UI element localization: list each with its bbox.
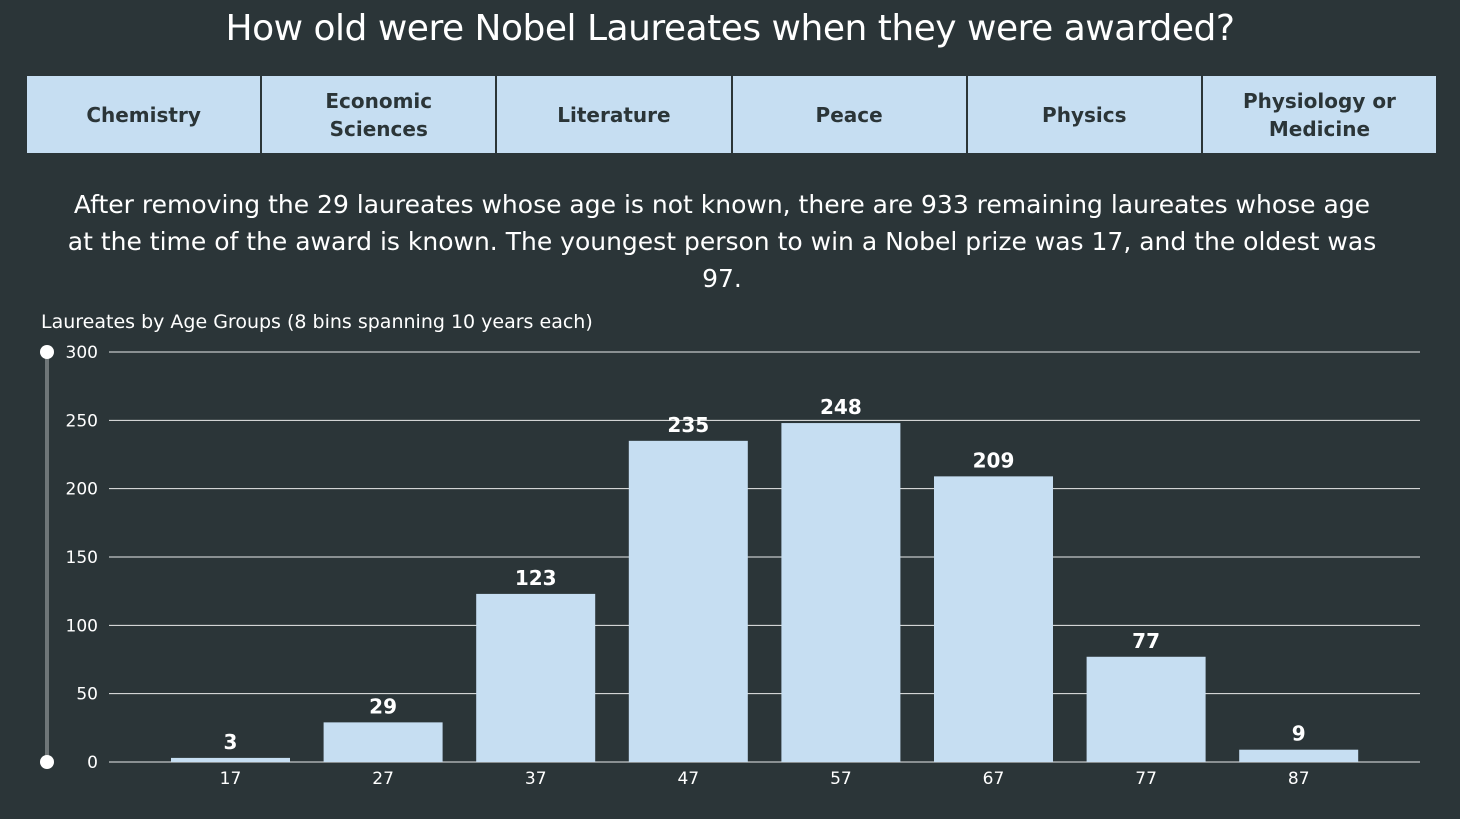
chart-title: Laureates by Age Groups (8 bins spanning… — [41, 311, 593, 333]
x-tick-label: 27 — [372, 769, 394, 789]
description-text: After removing the 29 laureates whose ag… — [67, 190, 1377, 293]
bar — [1239, 749, 1359, 762]
x-tick-label: 87 — [1288, 769, 1310, 789]
bar — [171, 757, 290, 762]
y-range-slider-top-handle[interactable] — [40, 345, 54, 359]
y-tick-label: 0 — [87, 753, 98, 773]
y-tick-label: 50 — [76, 685, 98, 705]
tab-chemistry[interactable]: Chemistry — [27, 76, 263, 153]
y-range-slider-bottom-handle[interactable] — [40, 755, 54, 769]
page-title: How old were Nobel Laureates when they w… — [225, 8, 1235, 49]
y-tick-label: 200 — [66, 480, 98, 500]
y-tick-label: 250 — [66, 411, 98, 431]
y-tick-label: 150 — [66, 548, 98, 568]
y-tick-label: 300 — [66, 343, 98, 363]
bar — [323, 722, 443, 762]
x-tick-label: 77 — [1135, 769, 1157, 789]
data-label: 3 — [224, 730, 238, 754]
data-label: 77 — [1132, 629, 1160, 653]
bar — [628, 440, 748, 762]
x-tick-label: 37 — [525, 769, 547, 789]
data-label: 29 — [369, 694, 397, 718]
data-label: 235 — [667, 413, 709, 437]
bar — [781, 423, 901, 762]
bar — [934, 476, 1053, 762]
data-label: 248 — [820, 395, 862, 419]
x-tick-label: 17 — [220, 769, 242, 789]
x-tick-label: 67 — [983, 769, 1005, 789]
tab-peace[interactable]: Peace — [732, 76, 968, 153]
data-label: 209 — [973, 448, 1015, 472]
data-label: 123 — [515, 566, 557, 590]
x-tick-label: 57 — [830, 769, 852, 789]
x-tick-label: 47 — [677, 769, 699, 789]
y-tick-label: 100 — [66, 616, 98, 636]
tab-literature[interactable]: Literature — [497, 76, 733, 153]
y-range-slider-track[interactable] — [45, 352, 49, 762]
bar — [476, 593, 596, 762]
data-label: 9 — [1292, 722, 1306, 746]
tab-physiology-or-medicine[interactable]: Physiology or Medicine — [1202, 76, 1437, 153]
bar — [1086, 656, 1206, 762]
tab-economic-sciences[interactable]: Economic Sciences — [262, 76, 498, 153]
category-tabs: Chemistry Economic Sciences Literature P… — [27, 76, 1437, 153]
tab-physics[interactable]: Physics — [967, 76, 1203, 153]
